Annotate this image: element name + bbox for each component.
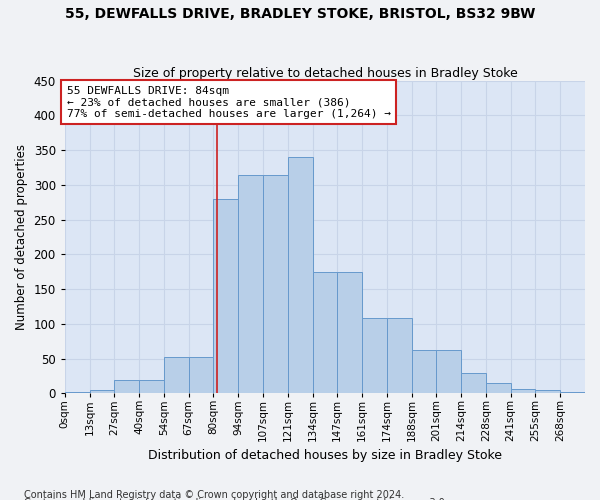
Bar xyxy=(313,272,337,394)
Title: Size of property relative to detached houses in Bradley Stoke: Size of property relative to detached ho… xyxy=(133,66,517,80)
Bar xyxy=(486,383,511,394)
Bar xyxy=(436,350,461,394)
Bar xyxy=(511,388,535,394)
Bar xyxy=(115,380,139,394)
Bar xyxy=(387,318,412,394)
Bar xyxy=(89,390,115,394)
Text: Contains public sector information licensed under the Open Government Licence v3: Contains public sector information licen… xyxy=(24,498,448,500)
Bar xyxy=(362,318,387,394)
Text: Contains HM Land Registry data © Crown copyright and database right 2024.: Contains HM Land Registry data © Crown c… xyxy=(24,490,404,500)
Bar xyxy=(188,356,214,394)
Bar xyxy=(238,174,263,394)
Bar xyxy=(535,390,560,394)
Bar xyxy=(214,199,238,394)
Bar xyxy=(461,372,486,394)
Bar xyxy=(560,392,585,394)
Text: 55 DEWFALLS DRIVE: 84sqm
← 23% of detached houses are smaller (386)
77% of semi-: 55 DEWFALLS DRIVE: 84sqm ← 23% of detach… xyxy=(67,86,391,118)
X-axis label: Distribution of detached houses by size in Bradley Stoke: Distribution of detached houses by size … xyxy=(148,450,502,462)
Bar xyxy=(139,380,164,394)
Bar xyxy=(288,157,313,394)
Bar xyxy=(412,350,436,394)
Bar xyxy=(337,272,362,394)
Bar xyxy=(263,174,288,394)
Bar xyxy=(164,356,188,394)
Y-axis label: Number of detached properties: Number of detached properties xyxy=(15,144,28,330)
Bar xyxy=(65,392,89,394)
Text: 55, DEWFALLS DRIVE, BRADLEY STOKE, BRISTOL, BS32 9BW: 55, DEWFALLS DRIVE, BRADLEY STOKE, BRIST… xyxy=(65,8,535,22)
